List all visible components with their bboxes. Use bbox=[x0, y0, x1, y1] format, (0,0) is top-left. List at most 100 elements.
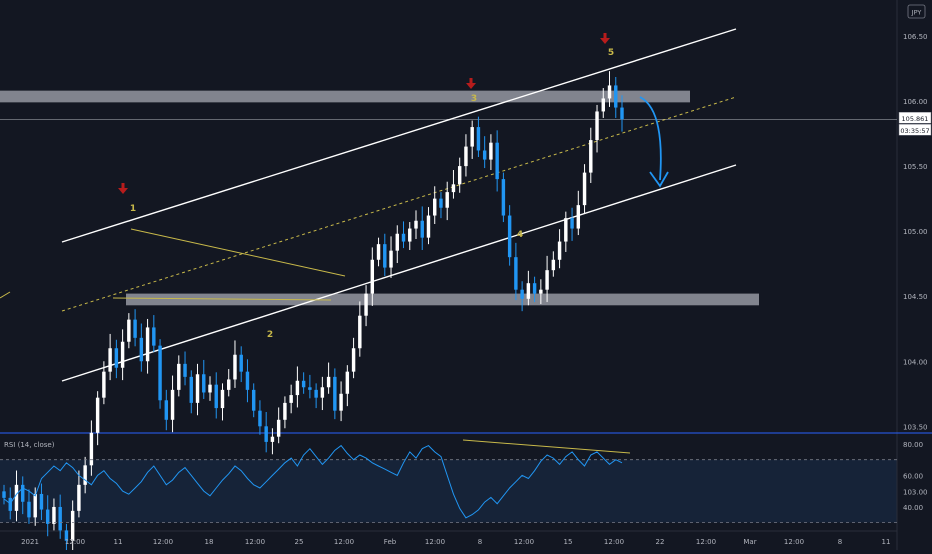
time-tick-label: 15 bbox=[564, 538, 573, 546]
countdown-text: 03:35:57 bbox=[900, 127, 929, 135]
time-tick-label: Mar bbox=[743, 538, 756, 546]
candle-body bbox=[133, 319, 137, 338]
candle-body bbox=[370, 259, 375, 294]
candle-body bbox=[95, 397, 100, 433]
time-tick-label: 2021 bbox=[21, 538, 39, 546]
candle-body bbox=[52, 506, 56, 524]
mid-channel-line[interactable] bbox=[61, 96, 737, 312]
candle-body bbox=[152, 327, 156, 346]
time-tick-label: 12:00 bbox=[425, 538, 445, 546]
time-tick-label: 12:00 bbox=[153, 538, 173, 546]
resistance-zone[interactable] bbox=[126, 293, 759, 306]
candle-body bbox=[395, 233, 399, 251]
candle-body bbox=[139, 337, 144, 362]
candle-body bbox=[433, 198, 437, 216]
candle-body bbox=[189, 376, 193, 403]
time-tick-label: 12:00 bbox=[604, 538, 624, 546]
time-tick-label: 11 bbox=[882, 538, 891, 546]
rsi-divergence-line[interactable] bbox=[462, 439, 631, 454]
candle-body bbox=[208, 384, 212, 393]
rsi-band-fill bbox=[0, 459, 897, 523]
time-tick-label: 18 bbox=[205, 538, 214, 546]
candle-body bbox=[607, 85, 612, 99]
down-arrow-icon bbox=[600, 33, 610, 44]
time-tick-label: 12:00 bbox=[65, 538, 85, 546]
down-arrow-icon bbox=[466, 78, 476, 89]
candle-body bbox=[270, 436, 275, 442]
rsi-title: RSI (14, close) bbox=[4, 441, 55, 449]
candle-body bbox=[39, 493, 44, 510]
triangle-upper-line[interactable] bbox=[130, 228, 346, 277]
candle-body bbox=[570, 218, 574, 229]
candle-body bbox=[295, 380, 300, 396]
currency-badge[interactable] bbox=[907, 4, 926, 19]
candle-body bbox=[227, 379, 231, 390]
candle-body bbox=[445, 192, 449, 208]
candle-body bbox=[58, 506, 62, 531]
time-tick-label: 11 bbox=[114, 538, 123, 546]
currency-label: JPY bbox=[911, 9, 922, 17]
candle-body bbox=[414, 220, 418, 229]
candle-body bbox=[358, 315, 362, 349]
price-tick-label: 106.50 bbox=[903, 33, 928, 41]
lower-channel-line[interactable] bbox=[61, 164, 737, 382]
wave-label: 4 bbox=[517, 230, 523, 240]
candle-body bbox=[108, 348, 112, 372]
resistance-zone[interactable] bbox=[0, 90, 690, 103]
projection-arrow-path[interactable] bbox=[639, 96, 662, 181]
candle-body bbox=[439, 198, 443, 208]
rsi-line bbox=[3, 444, 623, 519]
price-tick-label: 103.50 bbox=[903, 423, 928, 431]
projection-arrow-head[interactable] bbox=[649, 171, 669, 188]
triangle-lower-line[interactable] bbox=[112, 297, 332, 301]
candle-body bbox=[514, 257, 518, 290]
time-tick-label: 12:00 bbox=[696, 538, 716, 546]
candle-body bbox=[564, 218, 568, 242]
candle-body bbox=[64, 530, 69, 541]
candle-body bbox=[220, 389, 225, 409]
candle-body bbox=[120, 341, 125, 368]
candle-body bbox=[614, 85, 618, 108]
candle-body bbox=[301, 380, 306, 388]
candle-body bbox=[177, 363, 181, 390]
candle-body bbox=[164, 400, 169, 420]
candle-body bbox=[595, 111, 599, 141]
candle-body bbox=[557, 241, 562, 260]
time-tick-label: 8 bbox=[478, 538, 482, 546]
down-arrow-icon bbox=[118, 183, 128, 194]
candle-body bbox=[470, 127, 474, 147]
candle-body bbox=[420, 220, 424, 238]
upper-channel-line[interactable] bbox=[61, 28, 737, 243]
candle-body bbox=[532, 283, 537, 294]
candle-body bbox=[383, 244, 387, 268]
candle-body bbox=[33, 493, 37, 518]
candle-body bbox=[170, 389, 175, 420]
candle-body bbox=[308, 387, 312, 390]
candle-body bbox=[333, 376, 337, 411]
candle-body bbox=[457, 166, 462, 185]
candle-body bbox=[276, 419, 281, 437]
time-tick-label: Feb bbox=[384, 538, 397, 546]
partial-trend-line[interactable] bbox=[0, 291, 11, 299]
price-tick-label: 105.00 bbox=[903, 228, 928, 236]
rsi-tick-label: 80.00 bbox=[903, 441, 923, 449]
candle-body bbox=[83, 465, 87, 485]
candle-body bbox=[251, 389, 256, 411]
rsi-tick-label: 40.00 bbox=[903, 504, 923, 512]
candle-body bbox=[214, 384, 218, 409]
candle-body bbox=[520, 289, 524, 299]
candle-body bbox=[551, 259, 556, 271]
candle-body bbox=[345, 371, 350, 394]
candle-body bbox=[526, 283, 531, 299]
price-tick-label: 105.50 bbox=[903, 163, 928, 171]
price-label-tag bbox=[898, 112, 932, 124]
candle-body bbox=[320, 387, 325, 398]
candle-body bbox=[451, 184, 456, 193]
candle-body bbox=[102, 371, 106, 398]
candle-body bbox=[476, 127, 481, 151]
candle-body bbox=[495, 142, 499, 180]
candle-body bbox=[389, 250, 393, 268]
candle-body bbox=[339, 393, 343, 411]
